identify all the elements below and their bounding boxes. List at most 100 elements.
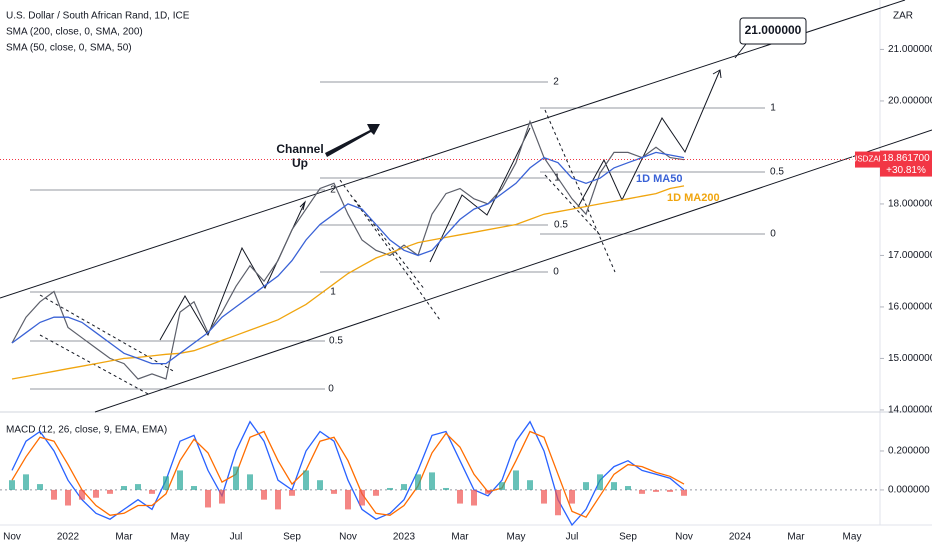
histogram-bar <box>527 480 533 490</box>
series-line <box>11 151 685 365</box>
x-tick-label: May <box>171 532 190 543</box>
histogram-bar <box>513 470 519 490</box>
x-tick-label: Jul <box>230 532 243 543</box>
histogram-bar <box>79 489 85 500</box>
x-tick-label: Mar <box>115 532 133 543</box>
y-tick-label: 17.000000 <box>888 250 932 261</box>
histogram-bar <box>163 476 169 490</box>
annotation: 0.5 <box>329 336 343 347</box>
annotation: 0 <box>770 229 776 240</box>
annotation: 0.5 <box>554 220 568 231</box>
x-tick-label: Nov <box>339 532 357 543</box>
x-tick-label: Sep <box>283 532 301 543</box>
annotation: 1 <box>554 173 560 184</box>
y-tick-label: 16.000000 <box>888 302 932 313</box>
macd-title: MACD (12, 26, close, 9, EMA, EMA) <box>6 425 167 436</box>
histogram-bar <box>121 486 127 490</box>
y-tick-label: 14.000000 <box>888 405 932 416</box>
annotation: Channel <box>276 142 323 156</box>
histogram-bar <box>555 489 561 516</box>
histogram-bar <box>247 474 253 490</box>
histogram-bar <box>289 489 295 496</box>
histogram-bar <box>401 484 407 490</box>
histogram-bar <box>9 480 15 490</box>
histogram-bar <box>219 489 225 504</box>
y-tick-label: 18.000000 <box>888 199 932 210</box>
histogram-bar <box>205 489 211 508</box>
annotation: 2 <box>330 185 336 196</box>
legend-entry: SMA (200, close, 0, SMA, 200) <box>6 27 143 38</box>
chart-title: U.S. Dollar / South African Rand, 1D, IC… <box>6 11 190 22</box>
annotation: 1D MA200 <box>667 192 720 204</box>
annotation: 2 <box>553 77 559 88</box>
histogram-bar <box>639 489 645 494</box>
annotation: 1 <box>770 103 776 114</box>
y-tick-label: 0.000000 <box>888 485 930 496</box>
histogram-bar <box>667 489 673 492</box>
histogram-bar <box>471 489 477 506</box>
histogram-bar <box>149 489 155 494</box>
y-tick-label: 15.000000 <box>888 353 932 364</box>
x-tick-label: Nov <box>3 532 21 543</box>
histogram-bar <box>345 489 351 510</box>
legend-entry: SMA (50, close, 0, SMA, 50) <box>6 43 132 54</box>
drawings <box>0 0 932 413</box>
x-tick-label: Jul <box>566 532 579 543</box>
histogram-bar <box>317 480 323 490</box>
y-tick-label: 20.000000 <box>888 96 932 107</box>
x-tick-label: Sep <box>619 532 637 543</box>
annotation: 0 <box>553 267 559 278</box>
symbol-tag <box>855 151 880 168</box>
x-tick-label: May <box>843 532 862 543</box>
x-tick-label: 2023 <box>393 532 416 543</box>
histogram-bar <box>107 489 113 494</box>
annotation: 0.5 <box>770 167 784 178</box>
histogram-bar <box>93 489 99 498</box>
histogram-bar <box>65 489 71 506</box>
series-line <box>11 185 685 380</box>
x-tick-label: Mar <box>787 532 805 543</box>
histogram-bar <box>177 470 183 490</box>
histogram-bar <box>485 489 491 494</box>
histogram-bar <box>583 482 589 490</box>
histogram-bar <box>135 484 141 490</box>
last-price-label: 18.861700 <box>882 153 930 164</box>
axis-unit: ZAR <box>893 11 913 22</box>
histogram-bar <box>457 489 463 504</box>
histogram-bar <box>625 486 631 490</box>
histogram-bar <box>443 487 449 490</box>
histogram-bar <box>597 474 603 490</box>
annotation: 0 <box>328 384 334 395</box>
price-tag <box>880 150 932 177</box>
x-tick-label: 2024 <box>729 532 752 543</box>
symbol-label: USDZAR <box>852 155 885 164</box>
annotation: 1 <box>330 287 336 298</box>
histogram-bar <box>359 489 365 506</box>
series-line <box>11 420 685 527</box>
change-label: +30.81% <box>886 165 926 176</box>
histogram-bar <box>681 489 687 496</box>
histogram-bar <box>373 489 379 496</box>
annotation: Up <box>292 156 308 170</box>
x-tick-label: Mar <box>451 532 469 543</box>
histogram-bar <box>261 489 267 500</box>
histogram-bar <box>51 489 57 500</box>
histogram-bar <box>233 466 239 490</box>
annotation: 21.000000 <box>745 23 802 37</box>
histogram-bar <box>191 486 197 490</box>
series-line <box>11 119 685 380</box>
annotation: 1D MA50 <box>636 173 682 185</box>
histogram-bar <box>499 482 505 490</box>
series-line <box>11 430 685 519</box>
histogram-bar <box>331 489 337 494</box>
x-tick-label: 2022 <box>57 532 80 543</box>
y-tick-label: 21.000000 <box>888 44 932 55</box>
histogram-bar <box>653 489 659 492</box>
histogram-bar <box>541 489 547 504</box>
histogram-bar <box>387 487 393 490</box>
y-tick-label: 0.200000 <box>888 446 930 457</box>
histogram-bar <box>415 474 421 490</box>
histogram-bar <box>429 472 435 490</box>
histogram-bar <box>611 482 617 490</box>
